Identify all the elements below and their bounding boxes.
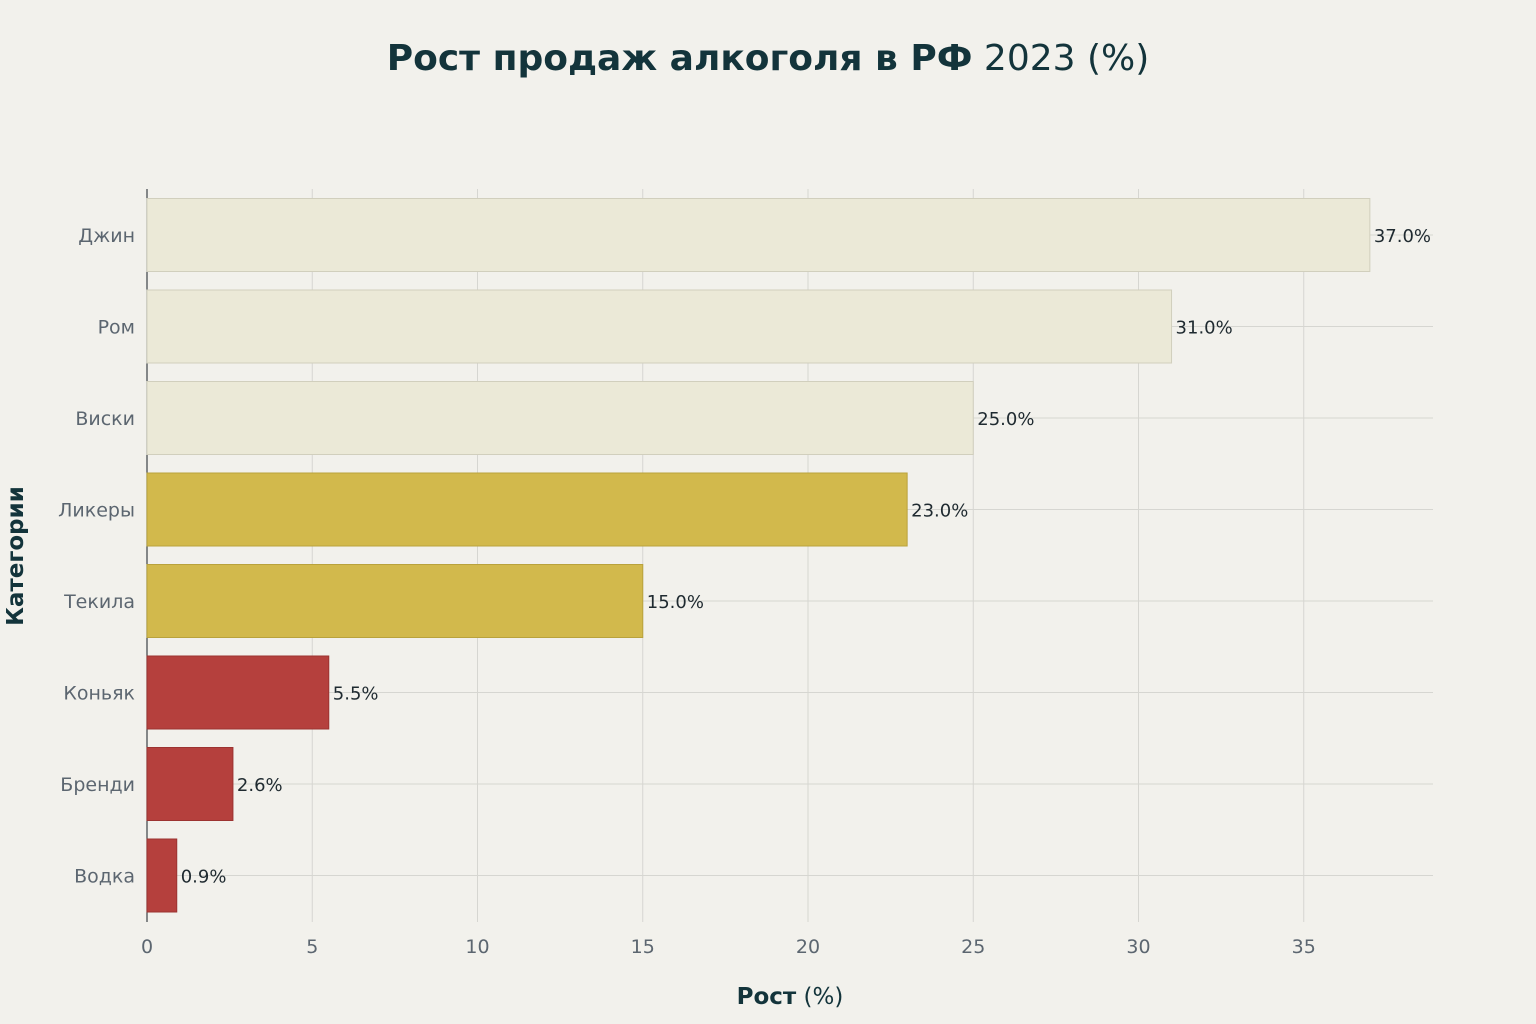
- y-tick-label: Ликеры: [58, 500, 135, 522]
- x-tick-label: 25: [961, 936, 985, 958]
- bar-value-label: 5.5%: [333, 684, 379, 705]
- x-tick-label: 0: [141, 936, 153, 958]
- x-tick-label: 15: [631, 936, 655, 958]
- bar: [146, 655, 330, 730]
- y-axis-title: Категории: [3, 486, 29, 626]
- x-tick-label: 30: [1126, 936, 1150, 958]
- bar-value-label: 23.0%: [911, 501, 968, 522]
- x-tick-label: 5: [306, 936, 318, 958]
- bar: [146, 198, 1371, 272]
- y-tick-label: Коньяк: [63, 683, 135, 705]
- bar: [146, 838, 178, 913]
- y-tick-label: Водка: [74, 866, 135, 888]
- bar-value-label: 31.0%: [1176, 318, 1233, 339]
- bar-value-label: 37.0%: [1374, 226, 1431, 247]
- x-axis-title: Рост (%): [0, 984, 1536, 1010]
- x-tick-label: 20: [796, 936, 820, 958]
- y-tick-label: Текила: [63, 591, 135, 613]
- bar: [146, 472, 908, 547]
- bar: [146, 747, 234, 821]
- chart-title: Рост продаж алкоголя в РФ 2023 (%): [0, 38, 1536, 79]
- x-tick-label: 10: [465, 936, 489, 958]
- y-tick-label: Виски: [75, 408, 135, 430]
- bar: [146, 564, 644, 638]
- bar: [146, 289, 1173, 364]
- chart-title-light: 2023 (%): [972, 38, 1150, 79]
- bar-value-label: 2.6%: [237, 775, 283, 796]
- chart-title-bold: Рост продаж алкоголя в РФ: [386, 38, 973, 79]
- y-tick-label: Бренди: [60, 774, 135, 796]
- bar-value-label: 25.0%: [977, 409, 1034, 430]
- y-tick-label: Ром: [98, 317, 135, 339]
- bar-value-label: 0.9%: [181, 867, 227, 888]
- y-tick-label: Джин: [78, 225, 135, 247]
- x-axis-title-bold: Рост: [736, 984, 797, 1010]
- bar: [146, 381, 974, 455]
- x-tick-label: 35: [1292, 936, 1316, 958]
- x-axis-title-light: (%): [796, 984, 844, 1010]
- bar-value-label: 15.0%: [647, 592, 704, 613]
